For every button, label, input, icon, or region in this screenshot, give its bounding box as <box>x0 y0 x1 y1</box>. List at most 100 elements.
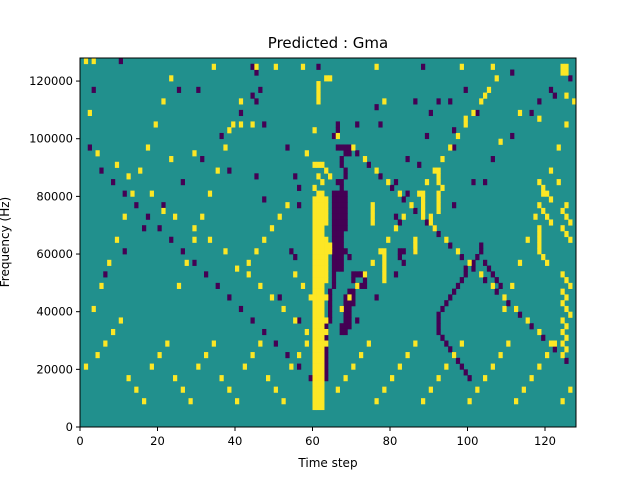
heatmap-cell-high <box>413 242 418 249</box>
heatmap-cell-low <box>331 202 337 209</box>
heatmap-cell-high <box>312 369 317 376</box>
heatmap-cell-high <box>475 386 480 393</box>
heatmap-cell-high <box>320 161 325 168</box>
heatmap-cell-low <box>289 248 294 255</box>
heatmap-cell-high <box>250 352 255 359</box>
heatmap-cell-high <box>165 340 170 347</box>
heatmap-cell-high <box>370 213 375 220</box>
heatmap-cell-low <box>355 150 360 157</box>
heatmap-cell-low <box>331 207 337 215</box>
heatmap-cell-low <box>339 190 344 197</box>
heatmap-cell-high <box>564 121 569 128</box>
heatmap-cell-low <box>324 357 329 364</box>
heatmap-cell-high <box>386 236 391 243</box>
heatmap-cell-high <box>87 109 92 117</box>
heatmap-cell-high <box>370 202 375 209</box>
heatmap-cell-low <box>227 294 232 301</box>
heatmap-cell-low <box>552 92 557 99</box>
heatmap-cell-low <box>529 323 534 330</box>
heatmap-cell-high <box>246 259 251 266</box>
heatmap-cell-low <box>335 202 340 209</box>
heatmap-cell-high <box>525 236 530 243</box>
heatmap-cell-low <box>347 323 352 330</box>
heatmap-cell-low <box>339 242 344 249</box>
heatmap-cell-low <box>494 288 499 295</box>
heatmap-cell-low <box>436 230 441 238</box>
heatmap-cell-high <box>432 167 437 174</box>
heatmap-cell-low <box>339 236 344 243</box>
heatmap-cell-low <box>405 190 410 197</box>
heatmap-cell-low <box>463 265 468 272</box>
heatmap-cell-high <box>537 202 542 209</box>
heatmap-cell-high <box>463 115 468 122</box>
heatmap-cell-high <box>107 259 112 266</box>
y-tick-label: 120000 <box>29 74 73 88</box>
heatmap-cell-high <box>533 213 538 220</box>
heatmap-cell-high <box>490 363 495 370</box>
heatmap-cell-low <box>331 236 337 243</box>
heatmap-cell-high <box>320 207 325 215</box>
heatmap-cell-high <box>281 398 286 405</box>
heatmap-cell-high <box>161 98 166 105</box>
heatmap-cell-high <box>126 375 131 382</box>
heatmap-cell-high <box>320 352 325 359</box>
heatmap-cell-high <box>413 248 418 255</box>
heatmap-cell-low <box>122 190 127 197</box>
heatmap-cell-low <box>219 132 224 140</box>
heatmap-cell-high <box>320 311 325 318</box>
heatmap-cell-high <box>362 271 368 278</box>
heatmap-cell-low <box>374 294 379 301</box>
heatmap-cell-high <box>378 248 383 255</box>
heatmap-cell-high <box>258 282 263 289</box>
x-tick-label: 120 <box>534 434 556 448</box>
heatmap-cell-high <box>436 167 441 174</box>
heatmap-cell-low <box>250 63 255 70</box>
heatmap-cell-high <box>374 167 379 174</box>
heatmap-cell-high <box>312 375 317 382</box>
heatmap-cell-high <box>564 213 569 220</box>
heatmap-cell-high <box>320 386 325 393</box>
heatmap-cell-high <box>316 352 321 359</box>
heatmap-cell-high <box>382 265 387 272</box>
heatmap-cell-high <box>320 248 325 255</box>
heatmap-cell-low <box>448 346 453 353</box>
heatmap-cell-high <box>541 254 546 261</box>
heatmap-cell-high <box>91 305 96 313</box>
heatmap-cell-high <box>316 213 321 220</box>
heatmap-cell-high <box>111 328 116 336</box>
heatmap-cell-low <box>196 86 201 93</box>
heatmap-cell-high <box>316 288 321 295</box>
heatmap-cell-high <box>316 398 321 405</box>
heatmap-cell-high <box>312 259 317 266</box>
heatmap-cell-high <box>401 213 406 220</box>
y-axis-label: Frequency (Hz) <box>0 197 12 288</box>
heatmap-cell-high <box>432 225 437 232</box>
heatmap-cell-high <box>114 161 120 168</box>
heatmap-cell-low <box>335 127 340 134</box>
heatmap-cell-high <box>312 363 317 370</box>
heatmap-cell-low <box>324 323 329 330</box>
heatmap-cell-high <box>560 340 565 347</box>
heatmap-cell-high <box>572 98 577 105</box>
heatmap-cell-low <box>455 282 461 289</box>
heatmap-cell-low <box>397 219 402 226</box>
heatmap-cell-high <box>157 352 162 359</box>
heatmap-cell-high <box>510 282 515 289</box>
heatmap-cell-high <box>506 340 511 347</box>
heatmap-cell-high <box>320 369 325 376</box>
heatmap-cell-high <box>184 259 189 266</box>
heatmap-cell-high <box>324 259 329 266</box>
heatmap-cell-high <box>320 300 325 307</box>
heatmap-cell-low <box>347 150 352 157</box>
heatmap-cell-high <box>269 294 275 301</box>
heatmap-cell-low <box>444 340 449 347</box>
heatmap-cell-high <box>312 311 317 318</box>
y-axis: 0 20000 40000 60000 80000 100000 120000 <box>29 74 80 434</box>
heatmap-cell-low <box>324 363 329 370</box>
heatmap-cell-high <box>525 317 530 324</box>
heatmap-cell-low <box>510 69 515 76</box>
heatmap-cell-high <box>397 363 402 370</box>
heatmap-cell-high <box>316 254 321 261</box>
heatmap-cell-high <box>421 398 426 405</box>
